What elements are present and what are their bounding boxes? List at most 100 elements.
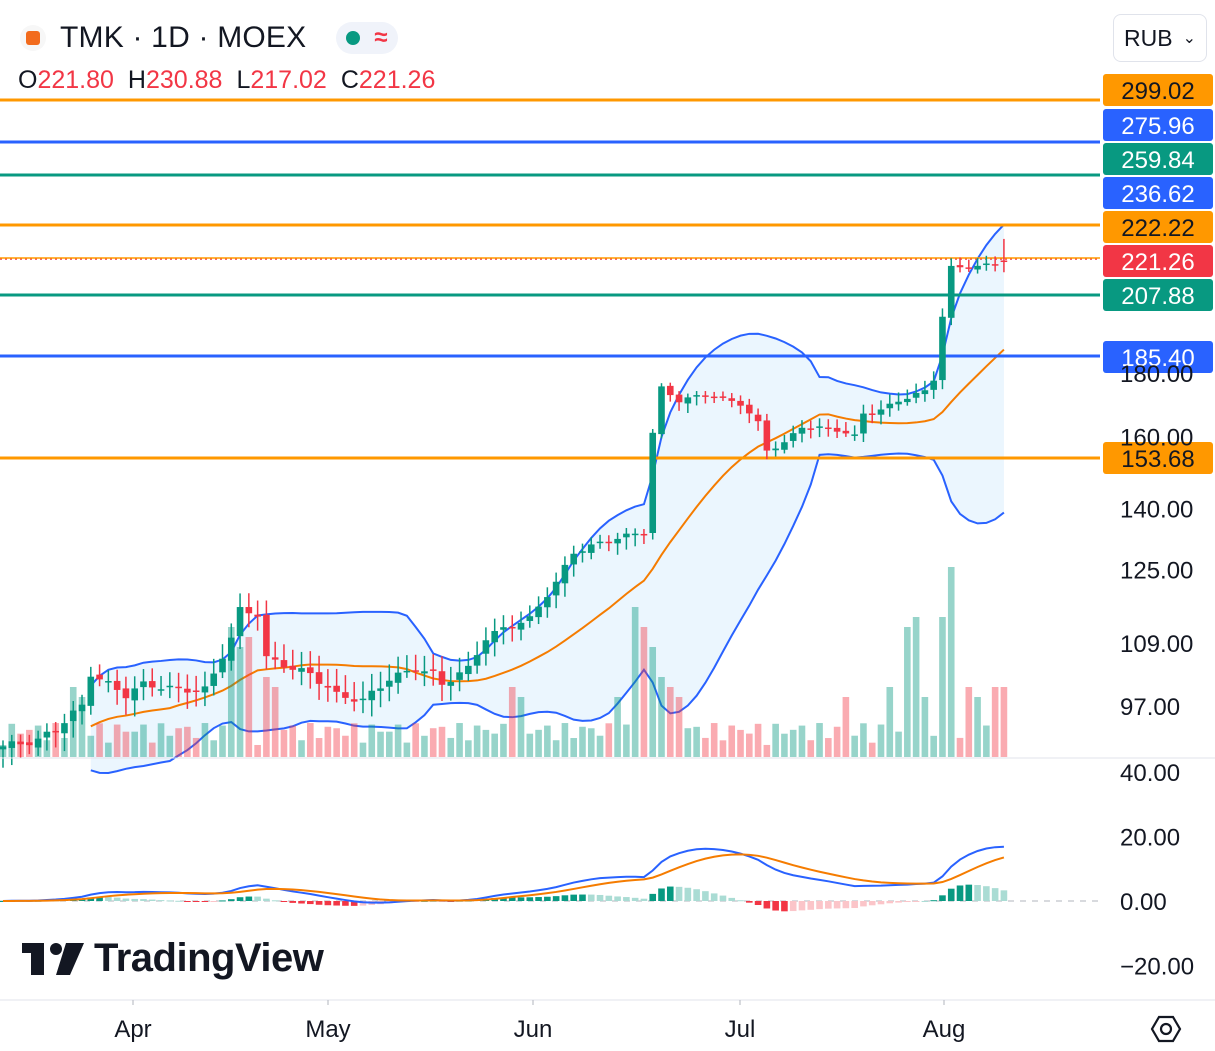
candle-body xyxy=(675,394,683,403)
candle-body xyxy=(526,616,534,621)
candle-body xyxy=(561,564,569,584)
candle-body xyxy=(737,400,744,406)
candle-body xyxy=(61,723,68,734)
volume-bar xyxy=(544,725,551,757)
macd-histogram-bar xyxy=(175,900,182,902)
candle-body xyxy=(912,392,920,398)
symbol-title[interactable]: TMK · 1D · MOEX xyxy=(60,21,307,54)
macd-histogram-bar xyxy=(675,886,683,901)
price-axis-tick: 125.00 xyxy=(1120,557,1193,584)
volume-bar xyxy=(1000,687,1008,757)
volume-bar xyxy=(377,731,384,757)
volume-bar xyxy=(394,724,402,757)
price-label-bg xyxy=(1103,109,1213,141)
candle-body xyxy=(544,597,551,608)
volume-bar xyxy=(956,737,964,757)
macd-histogram-bar xyxy=(728,897,736,901)
macd-histogram-bar xyxy=(702,891,709,901)
volume-bar xyxy=(974,697,981,757)
macd-histogram-bar xyxy=(1000,890,1008,901)
volume-bar xyxy=(921,697,929,757)
candle-body xyxy=(342,692,349,698)
volume-bar xyxy=(491,733,498,757)
price-label-bg xyxy=(1103,245,1213,277)
macd-histogram-bar xyxy=(816,901,823,910)
time-axis-tick: Jul xyxy=(725,1016,756,1043)
volume-bar xyxy=(298,740,305,757)
candle-body xyxy=(473,655,481,666)
settings-hexagon-icon[interactable] xyxy=(1150,1013,1182,1045)
price-label-bg xyxy=(1103,211,1213,243)
macd-histogram-bar xyxy=(227,899,235,901)
price-label-bg xyxy=(1103,74,1213,106)
volume-bar xyxy=(842,697,850,757)
candle-body xyxy=(965,267,973,269)
candle-body xyxy=(587,544,595,553)
price-label: 207.88 xyxy=(1121,283,1194,310)
candle-body xyxy=(939,316,946,381)
candle-body xyxy=(517,622,525,630)
status-pill[interactable]: ≈ xyxy=(336,22,398,54)
open-value: 221.80 xyxy=(37,66,114,94)
volume-bar xyxy=(772,723,779,757)
volume-bar xyxy=(623,724,630,757)
macd-histogram-bar xyxy=(587,894,595,901)
volume-bar xyxy=(781,733,788,757)
volume-bar xyxy=(561,723,569,757)
macd-histogram-bar xyxy=(904,901,911,903)
macd-histogram-bar xyxy=(868,901,876,906)
price-label-bg xyxy=(1103,177,1213,209)
tradingview-logo[interactable]: TradingView xyxy=(22,936,324,981)
volume-bar xyxy=(991,687,999,757)
volume-bar xyxy=(789,729,797,757)
macd-histogram-bar xyxy=(87,897,95,901)
macd-histogram-bar xyxy=(921,900,929,902)
volume-bar xyxy=(157,723,165,757)
price-label: 221.26 xyxy=(1121,249,1194,276)
candle-body xyxy=(833,427,841,432)
candle-body xyxy=(386,680,393,687)
volume-bar xyxy=(965,687,973,757)
candle-body xyxy=(666,385,674,396)
high-value: 230.88 xyxy=(145,66,223,94)
volume-bar xyxy=(587,728,595,757)
candle-body xyxy=(403,670,411,673)
price-label: 299.02 xyxy=(1121,78,1194,105)
macd-histogram-bar xyxy=(781,901,788,912)
close-label: C xyxy=(340,66,359,94)
macd-histogram-bar xyxy=(965,884,973,901)
candle-body xyxy=(868,413,876,415)
macd-histogram-bar xyxy=(140,899,147,901)
volume-bar xyxy=(517,697,525,757)
candle-body xyxy=(930,380,937,390)
candle-body xyxy=(377,688,384,691)
price-axis-tick: 180.00 xyxy=(1120,361,1193,388)
candle-body xyxy=(298,668,305,672)
candle-body xyxy=(148,681,156,688)
candle-body xyxy=(289,665,297,670)
candle-body xyxy=(491,631,498,643)
volume-bar xyxy=(596,735,604,757)
candle-body xyxy=(87,676,95,706)
candle-body xyxy=(184,688,191,693)
macd-histogram-bar xyxy=(201,901,209,902)
macd-histogram-bar xyxy=(535,897,542,901)
volume-bar xyxy=(535,729,542,757)
bollinger-basis xyxy=(90,348,1005,728)
candle-body xyxy=(368,690,376,701)
price-axis-tick: 109.00 xyxy=(1120,631,1193,658)
macd-histogram-bar xyxy=(649,893,657,901)
volume-bar xyxy=(333,728,340,757)
volume-bar xyxy=(245,637,253,757)
volume-bar xyxy=(96,723,103,757)
macd-axis-tick: −20.00 xyxy=(1120,953,1194,980)
price-axis-tick: 140.00 xyxy=(1120,496,1193,523)
currency-select[interactable]: RUB ⌄ xyxy=(1113,14,1207,62)
time-axis-tick: Jun xyxy=(514,1016,553,1043)
macd-histogram-bar xyxy=(710,893,718,901)
candle-body xyxy=(465,665,472,675)
candle-body xyxy=(333,685,340,692)
candle-body xyxy=(658,386,665,435)
macd-histogram-bar xyxy=(789,901,797,912)
